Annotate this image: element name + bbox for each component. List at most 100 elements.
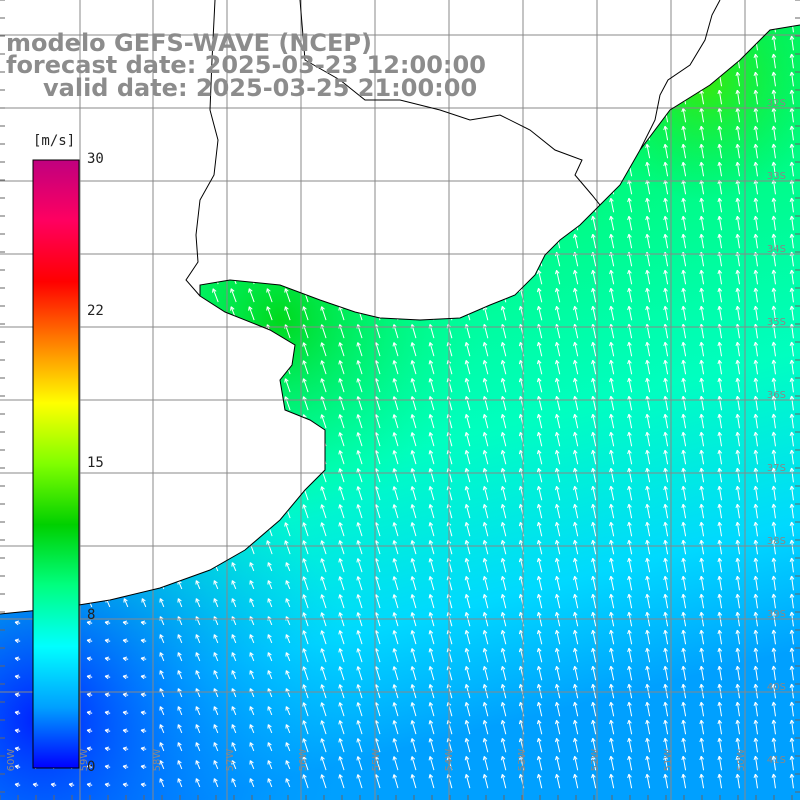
wind-arrow [320,666,327,681]
wind-arrow [482,594,489,609]
wind-arrow [771,143,777,159]
wind-arrow [609,521,615,537]
wind-arrow [771,53,777,69]
wind-arrow [771,377,777,393]
wind-arrow [86,656,93,662]
wind-arrow [410,648,417,663]
wind-arrow [428,360,435,375]
wind-arrow [536,665,543,681]
wind-arrow [500,665,507,681]
wind-arrow [735,107,741,123]
wind-arrow [573,521,579,537]
wind-arrow [356,486,363,501]
wind-arrow [267,562,273,572]
wind-arrow [753,107,759,123]
wind-arrow [464,594,471,609]
wind-arrow [284,378,291,393]
wind-arrow [356,378,363,393]
wind-arrow [482,360,489,375]
wind-arrow [753,557,759,573]
wind-arrow [392,630,399,645]
wind-arrow [302,576,309,591]
wind-arrow [338,342,345,357]
wind-arrow [735,647,741,663]
latitude-label: 34S [767,244,786,255]
wind-arrow [213,652,219,662]
wind-arrow [464,558,471,573]
wind-arrow [392,522,399,537]
wind-arrow [681,413,687,429]
wind-arrow [753,377,759,393]
wind-arrow [789,89,795,105]
wind-arrow [428,576,435,591]
wind-arrow [663,233,669,249]
wind-arrow [663,629,669,645]
wind-arrow [717,107,723,123]
wind-arrow [213,598,219,608]
wind-arrow [789,377,795,393]
wind-arrow [789,503,795,519]
wind-arrow [771,557,777,573]
colorbar-unit-label: [m/s] [33,133,76,149]
wind-arrow [699,521,705,537]
wind-arrow [753,197,759,213]
wind-arrow [249,580,255,590]
wind-arrow [753,341,759,357]
wind-arrow [699,377,705,393]
wind-arrow [699,539,705,555]
wind-arrow [320,576,327,591]
wind-arrow [681,539,687,555]
wind-arrow [482,342,489,357]
wind-arrow [735,521,741,537]
wind-arrow [645,665,651,681]
wind-arrow [302,630,309,645]
wind-arrow [627,413,633,429]
wind-arrow [753,305,759,321]
wind-arrow [699,629,705,645]
wind-arrow [735,503,741,519]
wind-arrow [500,341,507,357]
wind-arrow [789,143,795,159]
wind-arrow [356,666,363,681]
wind-arrow [573,557,579,573]
wind-arrow [500,539,507,555]
longitude-label: 57W [225,749,236,772]
wind-arrow [591,431,597,447]
wind-arrow [753,521,759,537]
wind-arrow [663,647,669,663]
wind-arrow [645,287,651,303]
wind-arrow [681,557,687,573]
wind-arrow [717,521,723,537]
wind-arrow [789,539,795,555]
wind-arrow [591,467,597,483]
wind-arrow [338,486,345,501]
wind-arrow [771,485,777,501]
wind-arrow [302,306,309,321]
wind-arrow [554,557,561,573]
wind-arrow [284,288,291,303]
wind-arrow [536,377,543,393]
wind-arrow [591,395,597,411]
wind-arrow [500,647,507,663]
wind-arrow [554,467,561,483]
wind-arrow [663,575,669,591]
wind-arrow [392,666,399,681]
wind-arrow [663,539,669,555]
wind-arrow [753,53,759,69]
wind-arrow [771,233,777,249]
wind-arrow [717,215,723,231]
wind-arrow [771,467,777,483]
wind-arrow [320,342,327,357]
wind-arrow [338,432,345,447]
wind-arrow [554,575,561,591]
wind-arrow [789,575,795,591]
wind-arrow [735,161,741,177]
wind-arrow [771,539,777,555]
wind-arrow [302,558,309,573]
wind-arrow [482,522,489,537]
wind-arrow [735,233,741,249]
wind-arrow [428,450,435,465]
wind-arrow [699,557,705,573]
wind-arrow [177,598,183,608]
